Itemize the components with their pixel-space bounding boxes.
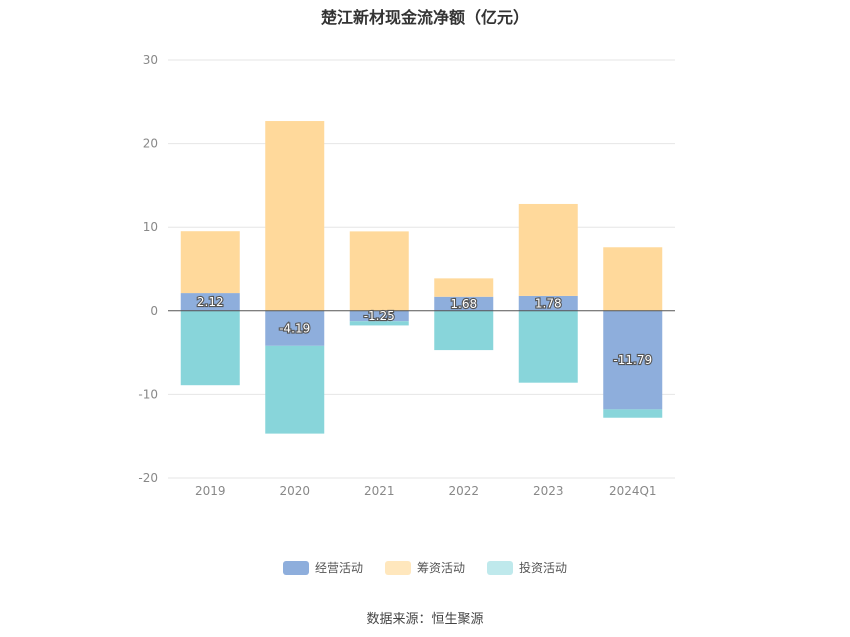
x-tick-label: 2022 bbox=[448, 484, 479, 498]
data-label: -11.79 bbox=[613, 353, 652, 367]
legend-label: 经营活动 bbox=[314, 561, 363, 575]
bar-经营活动-2019 bbox=[180, 293, 240, 311]
bar-投资活动-2019 bbox=[180, 310, 240, 386]
bar-投资活动-2022 bbox=[434, 310, 494, 351]
chart-title: 楚江新材现金流净额（亿元） bbox=[320, 8, 529, 27]
bar-筹资活动-2021 bbox=[349, 231, 409, 311]
bar-投资活动-2021 bbox=[349, 321, 409, 326]
y-tick-label: 0 bbox=[150, 304, 158, 318]
bar-筹资活动-2022 bbox=[434, 278, 494, 297]
legend-item[interactable]: 投资活动 bbox=[487, 559, 567, 576]
bar-投资活动-2024Q1 bbox=[603, 409, 663, 418]
bar-经营活动-2022 bbox=[434, 296, 494, 311]
y-tick-label: 30 bbox=[143, 53, 158, 67]
source-note: 数据来源：恒生聚源 bbox=[366, 612, 484, 627]
bar-筹资活动-2019 bbox=[180, 231, 240, 294]
legend-item[interactable]: 经营活动 bbox=[282, 559, 363, 576]
x-tick-label: 2021 bbox=[364, 484, 395, 498]
x-tick-label: 2024Q1 bbox=[609, 484, 657, 498]
y-tick-label: 20 bbox=[143, 137, 158, 151]
x-tick-label: 2020 bbox=[279, 484, 310, 498]
legend-label: 筹资活动 bbox=[416, 561, 465, 575]
bar-经营活动-2023 bbox=[518, 295, 578, 311]
bar-经营活动-2020 bbox=[265, 310, 325, 346]
legend-swatch bbox=[282, 560, 309, 575]
legend: 经营活动 筹资活动 投资活动 bbox=[0, 559, 850, 576]
x-tick-label: 2023 bbox=[533, 484, 564, 498]
bar-经营活动-2021 bbox=[349, 310, 409, 322]
data-label: 1.78 bbox=[535, 296, 562, 310]
data-label: -1.25 bbox=[364, 309, 395, 323]
bar-经营活动-2024Q1 bbox=[603, 310, 663, 410]
legend-swatch bbox=[384, 560, 411, 575]
bar-投资活动-2023 bbox=[518, 310, 578, 383]
data-label: 2.12 bbox=[197, 295, 224, 309]
legend-item[interactable]: 筹资活动 bbox=[384, 559, 465, 576]
x-tick-label: 2019 bbox=[195, 484, 226, 498]
label-layer: 2.12 -4.19 -1.25 1.68 1.78 -11.79 bbox=[196, 294, 653, 368]
bar-layer bbox=[180, 121, 663, 434]
legend-swatch bbox=[487, 560, 513, 575]
axis-layer: -20 -10 0 10 20 30 2019 2020 2021 2022 2023 2024Q1 bbox=[138, 53, 675, 498]
grid-layer bbox=[168, 59, 675, 479]
bar-筹资活动-2024Q1 bbox=[603, 247, 663, 311]
data-label: -4.19 bbox=[279, 321, 310, 335]
y-tick-label: 10 bbox=[143, 220, 158, 234]
y-tick-label: -10 bbox=[138, 387, 158, 401]
bar-投资活动-2020 bbox=[265, 345, 325, 434]
bar-筹资活动-2023 bbox=[518, 203, 578, 296]
bar-筹资活动-2020 bbox=[265, 121, 325, 311]
y-tick-label: -20 bbox=[138, 471, 158, 485]
legend-label: 投资活动 bbox=[519, 561, 568, 575]
data-label: 1.68 bbox=[450, 297, 477, 311]
